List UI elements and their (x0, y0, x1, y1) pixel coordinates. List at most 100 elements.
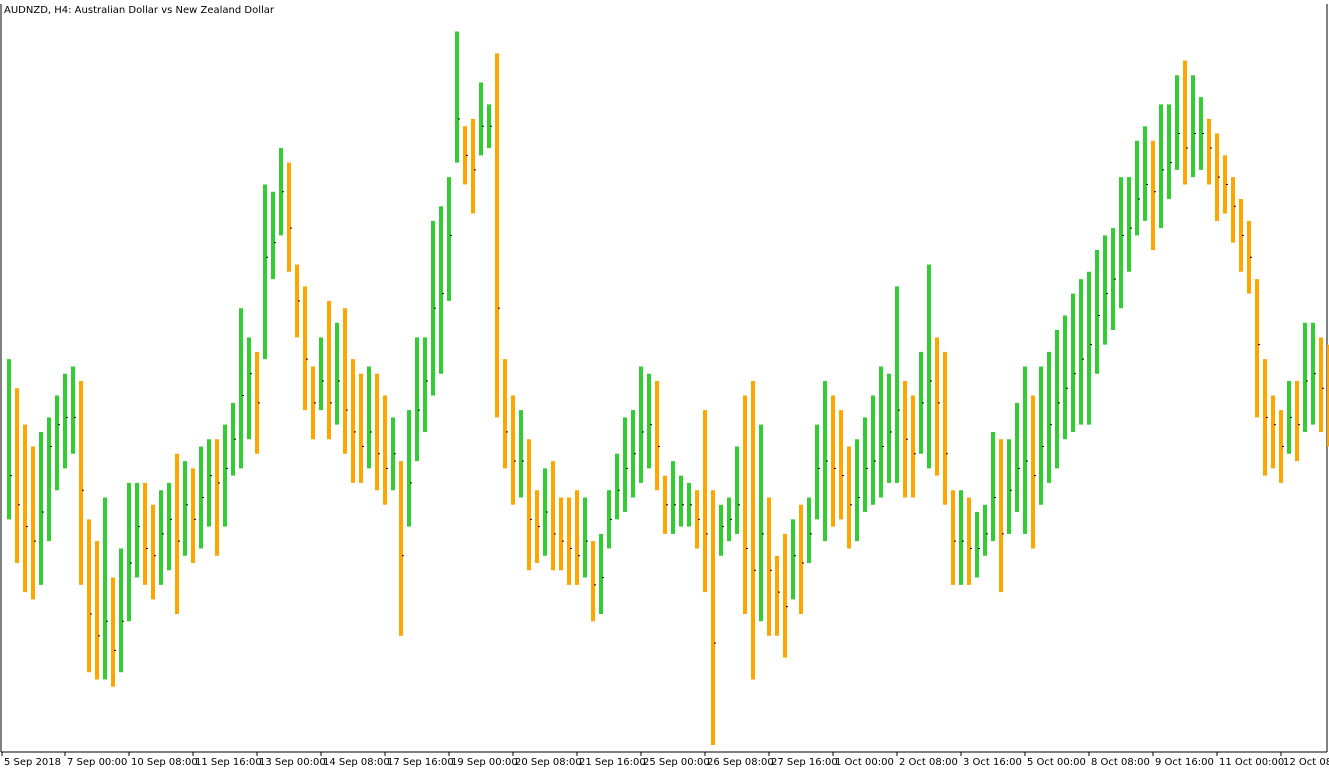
price-bar (1167, 104, 1172, 199)
price-bar (559, 497, 564, 571)
price-bar (327, 300, 332, 440)
price-bar (503, 359, 508, 469)
price-bar (367, 366, 372, 469)
price-bar (191, 468, 196, 563)
price-bar (975, 512, 980, 578)
price-bar (135, 482, 140, 578)
price-bar (567, 497, 572, 585)
price-bar (1319, 337, 1324, 432)
price-bar (591, 541, 596, 622)
price-bar (1095, 249, 1100, 374)
x-tick-label: 5 Oct 00:00 (1027, 757, 1086, 768)
price-bar (383, 395, 388, 505)
price-bar (175, 453, 180, 614)
price-bar (1175, 75, 1180, 170)
price-bar (407, 410, 412, 527)
x-tick-label: 2 Oct 08:00 (899, 757, 958, 768)
price-bar (87, 519, 92, 673)
price-bar (991, 431, 996, 542)
price-bar (391, 417, 396, 491)
x-tick-label: 9 Oct 16:00 (1155, 757, 1214, 768)
price-bar (143, 482, 148, 585)
x-tick-label: 11 Sep 16:00 (195, 757, 262, 768)
price-bar (351, 359, 356, 483)
price-bar (279, 148, 284, 236)
price-bar (1135, 140, 1140, 236)
price-bar (783, 533, 788, 658)
price-bar (903, 381, 908, 498)
price-bar (583, 497, 588, 578)
x-tick-label: 14 Sep 08:00 (323, 757, 390, 768)
price-bar (607, 490, 612, 549)
price-bar (311, 366, 316, 440)
price-bar (415, 337, 420, 462)
price-bar (639, 366, 644, 483)
price-bar (1087, 271, 1092, 425)
price-bar (263, 184, 268, 360)
price-bar (319, 337, 324, 411)
price-bar (911, 395, 916, 498)
price-bar (55, 395, 60, 491)
price-bar (1255, 279, 1260, 418)
price-bar (215, 439, 220, 556)
x-tick-label: 8 Oct 08:00 (1091, 757, 1150, 768)
price-bar (703, 410, 708, 593)
price-bar (1007, 439, 1012, 534)
price-bar (1143, 126, 1148, 221)
price-bar (999, 439, 1004, 593)
price-bar (543, 468, 548, 556)
price-bar (79, 381, 84, 585)
price-bar (1295, 381, 1300, 462)
price-bar (879, 366, 884, 498)
price-bar (7, 359, 12, 520)
price-bar (239, 308, 244, 469)
x-tick-label: 10 Sep 08:00 (131, 757, 198, 768)
price-bar (479, 82, 484, 156)
price-bar (743, 395, 748, 614)
price-bar (423, 337, 428, 432)
x-tick-label: 25 Sep 00:00 (643, 757, 710, 768)
price-bar (791, 519, 796, 600)
price-bar (927, 264, 932, 469)
price-bar (295, 264, 300, 338)
price-bar (1119, 177, 1124, 309)
price-bar (631, 410, 636, 498)
price-bar (863, 417, 868, 513)
price-bar (23, 424, 28, 593)
price-bar (1263, 359, 1268, 476)
price-bar (831, 395, 836, 527)
price-bar (935, 337, 940, 476)
price-bar (463, 126, 468, 185)
price-bar (303, 286, 308, 411)
price-bar (127, 482, 132, 622)
price-bar (1127, 177, 1132, 272)
price-bar (1159, 104, 1164, 229)
price-bar (519, 410, 524, 498)
price-bar (575, 490, 580, 585)
price-bar (527, 439, 532, 571)
price-bar (1311, 322, 1316, 425)
price-bar (855, 439, 860, 542)
price-bar (983, 504, 988, 556)
price-bar (31, 446, 36, 600)
price-bar (1223, 155, 1228, 214)
x-tick-label: 13 Sep 00:00 (259, 757, 326, 768)
price-bar (199, 446, 204, 549)
price-bar (719, 504, 724, 556)
price-bar (95, 541, 100, 680)
price-bar (399, 461, 404, 636)
price-bar (671, 461, 676, 534)
price-bar (727, 497, 732, 542)
price-bar (887, 373, 892, 483)
price-bar (1207, 118, 1212, 185)
price-bar (1071, 293, 1076, 432)
price-bar (247, 337, 252, 440)
price-bar (799, 504, 804, 614)
price-bar (343, 308, 348, 454)
price-bar (687, 482, 692, 527)
price-bar (359, 373, 364, 483)
price-bar (623, 417, 628, 513)
price-bar (231, 402, 236, 476)
